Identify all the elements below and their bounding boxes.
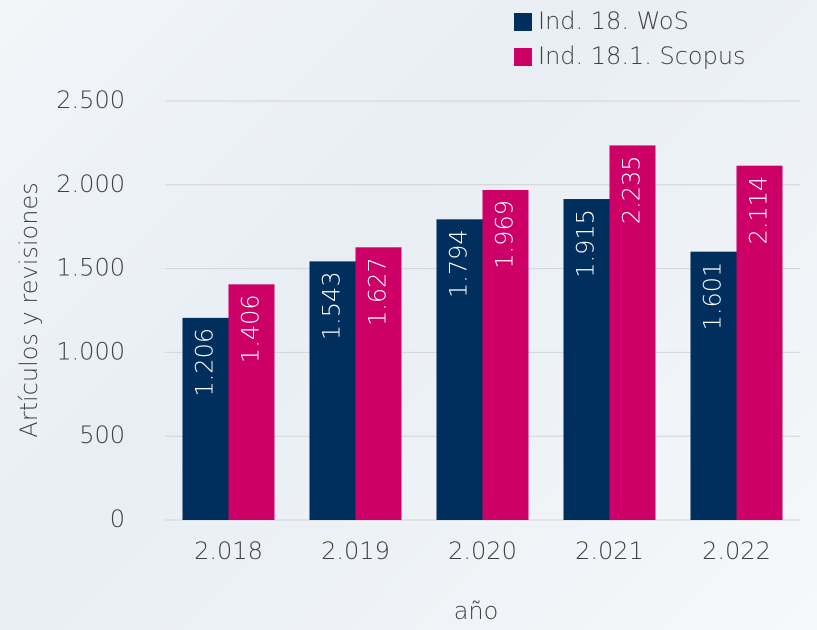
x-tick-label: 2.020	[448, 537, 517, 565]
x-tick-label: 2.019	[321, 537, 390, 565]
x-tick-label: 2.022	[702, 537, 771, 565]
x-axis-label: año	[454, 597, 499, 625]
value-label: 2.235	[618, 155, 646, 224]
legend-swatch	[514, 13, 532, 31]
value-label: 1.794	[445, 229, 473, 298]
value-label: 1.627	[364, 257, 392, 326]
value-label: 1.206	[191, 328, 219, 397]
value-label: 1.406	[237, 294, 265, 363]
chart: año Artículos y revisiones 0 500 1.000 1.50…	[0, 0, 817, 630]
value-label: 1.601	[699, 262, 727, 331]
y-tick-label: 0	[110, 505, 125, 533]
y-tick-label: 2.500	[56, 86, 125, 114]
value-label: 1.969	[491, 200, 519, 269]
x-tick-label: 2.018	[194, 537, 263, 565]
legend-label: Ind. 18. WoS	[538, 7, 689, 35]
value-label: 1.543	[318, 271, 346, 340]
y-tick-label: 1.000	[56, 337, 125, 365]
y-tick-label: 500	[79, 421, 125, 449]
y-tick-label: 2.000	[56, 170, 125, 198]
y-axis-label: Artículos y revisiones	[15, 182, 43, 437]
y-tick-label: 1.500	[56, 254, 125, 282]
value-label: 2.114	[745, 176, 773, 245]
legend-swatch	[514, 48, 532, 66]
legend-label: Ind. 18.1. Scopus	[538, 42, 746, 70]
value-label: 1.915	[572, 209, 600, 278]
x-tick-label: 2.021	[575, 537, 644, 565]
